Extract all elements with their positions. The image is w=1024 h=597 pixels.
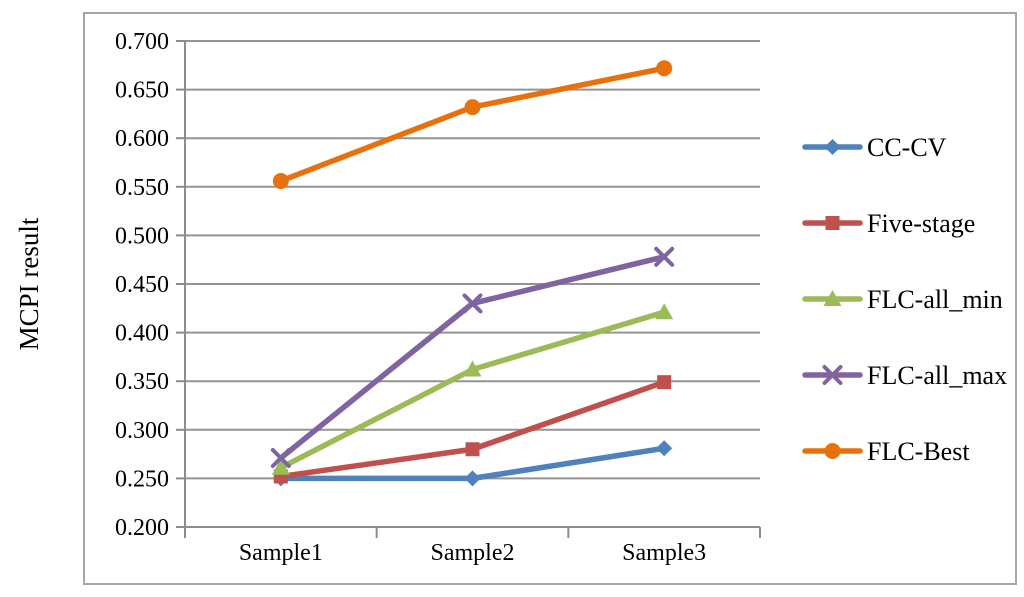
y-tick-label: 0.500	[115, 223, 169, 249]
x-tick-label: Sample2	[431, 540, 515, 566]
y-axis-title: MCPI result	[14, 217, 44, 350]
data-point-Five-stage	[465, 442, 480, 457]
data-point-FLC-all_min	[463, 360, 482, 377]
y-tick-label: 0.600	[115, 126, 169, 152]
y-tick-label: 0.250	[115, 466, 169, 492]
data-point-FLC-Best	[656, 60, 673, 77]
data-point-FLC-all_max	[654, 246, 675, 267]
y-tick-label: 0.450	[115, 272, 169, 298]
legend-label-FLC-all_min: FLC-all_min	[867, 285, 1003, 314]
data-point-legend-FLC-all_max	[822, 365, 843, 385]
y-tick-label: 0.400	[115, 321, 169, 347]
series-line-FLC-Best	[278, 65, 667, 184]
y-tick-label: 0.700	[115, 29, 169, 55]
x-tick-label: Sample1	[239, 540, 323, 566]
data-point-FLC-all_min	[271, 458, 290, 475]
legend-label-Five-stage: Five-stage	[867, 209, 975, 238]
data-point-CC-CV	[464, 470, 481, 487]
y-tick-label: 0.300	[115, 418, 169, 444]
figure-border	[83, 12, 1017, 585]
data-point-CC-CV	[656, 440, 673, 457]
data-point-legend-CC-CV	[824, 139, 841, 155]
data-point-FLC-Best	[464, 99, 481, 116]
data-point-FLC-all_max	[270, 447, 291, 468]
data-point-legend-Five-stage	[825, 216, 840, 230]
data-point-legend-FLC-all_min	[823, 290, 842, 306]
series-line-FLC-all_max	[278, 254, 667, 461]
data-point-FLC-Best	[272, 172, 289, 189]
y-tick-label: 0.200	[115, 515, 169, 541]
y-tick-label: 0.350	[115, 369, 169, 395]
x-tick-label: Sample3	[622, 540, 706, 566]
data-point-FLC-all_min	[655, 303, 674, 320]
legend-label-CC-CV: CC-CV	[867, 133, 947, 162]
data-point-FLC-all_max	[462, 293, 483, 314]
legend-label-FLC-Best: FLC-Best	[867, 437, 970, 466]
y-tick-label: 0.550	[115, 175, 169, 201]
y-tick-label: 0.650	[115, 78, 169, 104]
legend-label-FLC-all_max: FLC-all_max	[867, 361, 1007, 390]
data-point-legend-FLC-Best	[824, 443, 841, 459]
data-point-Five-stage	[657, 375, 672, 390]
